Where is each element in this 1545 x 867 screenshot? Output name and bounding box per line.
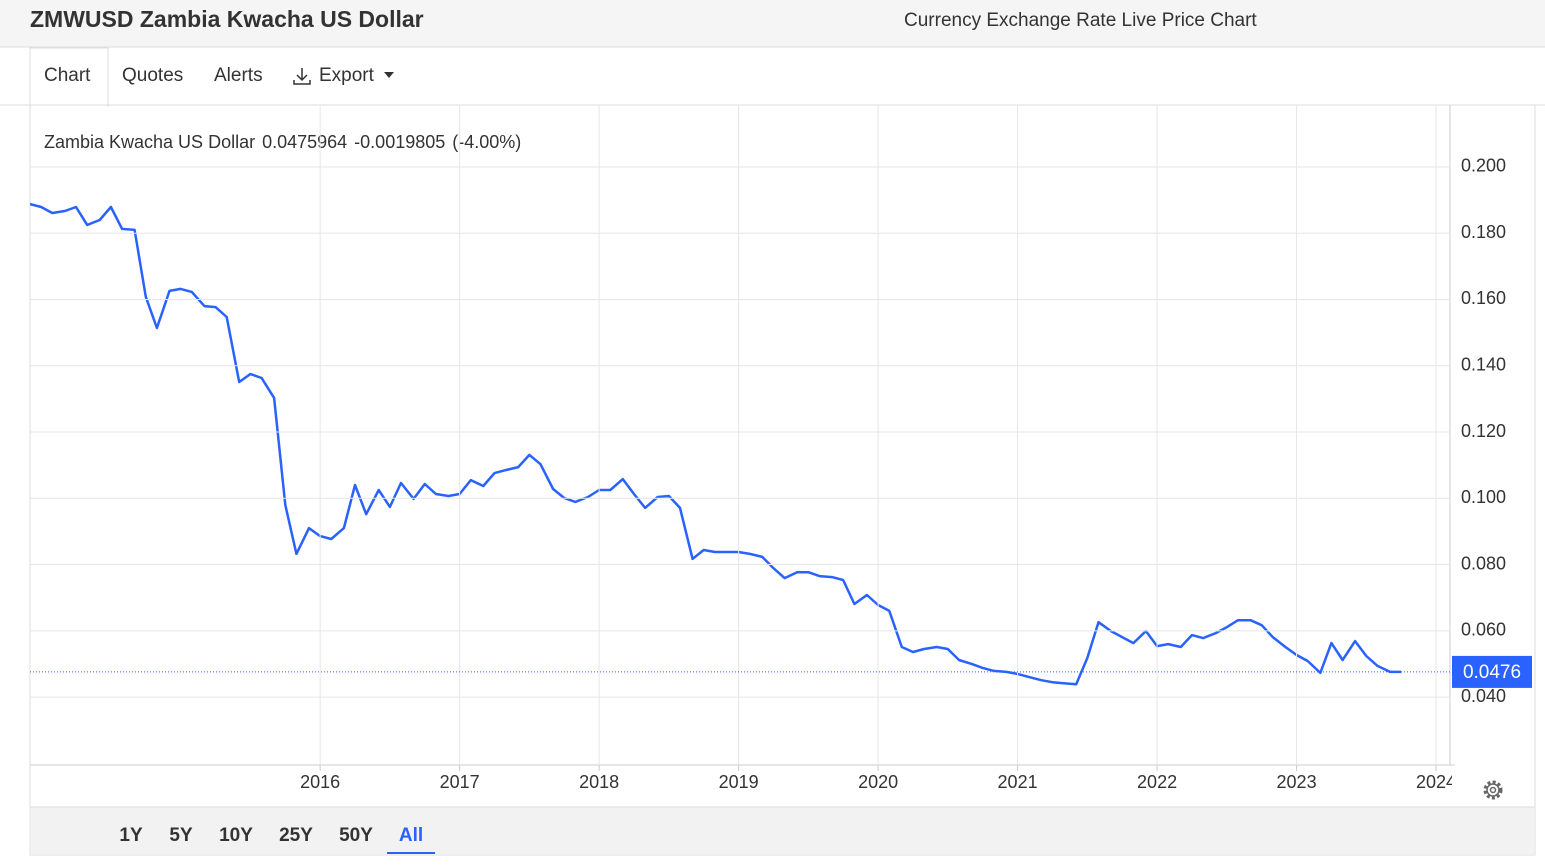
range-button[interactable]: All [399,825,423,846]
current-price-tag [1452,655,1532,688]
y-tick-label: 0.180 [1461,222,1506,242]
tab[interactable]: Quotes [122,65,183,86]
current-price-label: 0.0476 [1463,662,1521,683]
y-tick-label: 0.120 [1461,421,1506,441]
x-tick-label: 2018 [579,772,619,792]
x-tick-label: 2021 [998,772,1038,792]
x-tick-label: 2020 [858,772,898,792]
settings-icon[interactable] [1483,780,1503,800]
y-tick-label: 0.200 [1461,156,1506,176]
chart-panel [29,104,1536,856]
y-tick-label: 0.140 [1461,355,1506,375]
x-tick-label: 2023 [1277,772,1317,792]
export-icon [293,68,311,85]
tab[interactable]: Alerts [214,65,263,86]
active-tab-cover [31,100,107,108]
y-tick-label: 0.060 [1461,620,1506,640]
x-tick-label: 2017 [440,772,480,792]
range-button[interactable]: 50Y [339,825,373,846]
x-tick-label: 2016 [300,772,340,792]
legend-change-pct: (-4.00%) [452,132,521,152]
range-button[interactable]: 5Y [169,825,193,846]
page-subtitle: Currency Exchange Rate Live Price Chart [904,10,1257,31]
range-button[interactable]: 1Y [119,825,143,846]
x-tick-label: 2022 [1137,772,1177,792]
header-bar [0,0,1545,47]
page-title: ZMWUSD Zambia Kwacha US Dollar [30,6,424,32]
tab[interactable]: Export [319,65,375,86]
range-bar [31,807,1534,854]
tab[interactable]: Chart [44,65,91,86]
range-button[interactable]: 10Y [219,825,253,846]
y-tick-label: 0.100 [1461,487,1506,507]
legend-price: 0.0475964 [262,132,347,152]
price-line [30,202,1402,686]
y-tick-label: 0.080 [1461,553,1506,573]
legend-name: Zambia Kwacha US Dollar [44,132,255,152]
active-tab [29,47,109,107]
y-tick-label: 0.040 [1461,686,1506,706]
x-tick-label: 2019 [719,772,759,792]
x-tick-label: 2024 [1416,772,1456,792]
legend-change: -0.0019805 [354,132,445,152]
dropdown-caret [384,72,394,78]
y-tick-label: 0.160 [1461,288,1506,308]
legend: Zambia Kwacha US Dollar 0.0475964 -0.001… [44,132,521,152]
plot-area: 2016 2017 2018 2019 2020 2021 2022 2023 2024 [30,202,1456,792]
range-button[interactable]: 25Y [279,825,313,846]
